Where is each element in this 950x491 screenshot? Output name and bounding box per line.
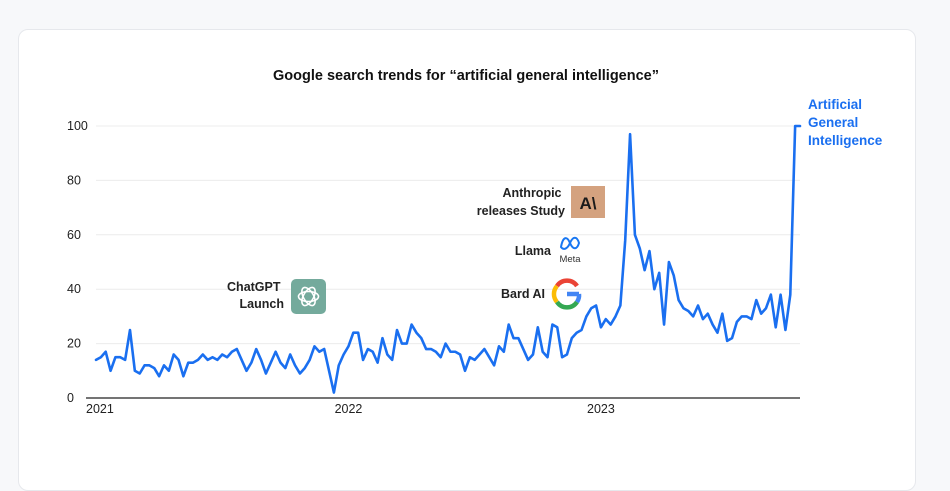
annotation-llama: Llama Meta <box>515 236 581 265</box>
series-end-label-line: General <box>808 115 858 130</box>
svg-text:Meta: Meta <box>559 254 581 265</box>
y-axis-ticks: 0 20 40 60 80 100 <box>67 119 88 405</box>
meta-logo-icon: Meta <box>559 236 581 265</box>
series-end-label-line: Artificial <box>808 97 862 112</box>
y-tick-label: 80 <box>67 173 81 187</box>
line-chart: Google search trends for “artificial gen… <box>67 68 883 416</box>
y-tick-label: 60 <box>67 228 81 242</box>
x-tick-label: 2021 <box>86 402 114 416</box>
y-tick-label: 100 <box>67 119 88 133</box>
annotation-label: Bard AI <box>501 287 545 301</box>
annotation-label: ChatGPT Launch <box>227 280 284 311</box>
y-tick-label: 40 <box>67 282 81 296</box>
series-line <box>94 124 802 394</box>
grid-lines <box>86 125 800 399</box>
y-tick-label: 0 <box>67 391 74 405</box>
svg-text:A\: A\ <box>580 194 597 213</box>
google-logo-icon <box>551 278 582 310</box>
x-tick-label: 2022 <box>335 402 363 416</box>
openai-logo-icon <box>291 279 326 314</box>
annotation-chatgpt: ChatGPT Launch <box>227 279 326 314</box>
annotation-bard: Bard AI <box>501 278 582 310</box>
x-tick-label: 2023 <box>587 402 615 416</box>
chart-title: Google search trends for “artificial gen… <box>273 68 659 84</box>
annotation-label: Anthropic releases Study <box>477 186 565 218</box>
series-end-label-line: Intelligence <box>808 133 883 148</box>
x-axis-ticks: 2021 2022 2023 <box>86 402 615 416</box>
y-tick-label: 20 <box>67 337 81 351</box>
series-end-label: Artificial General Intelligence <box>808 97 883 148</box>
annotation-anthropic: Anthropic releases Study A\ <box>477 186 605 218</box>
anthropic-logo-icon: A\ <box>571 186 605 218</box>
annotation-label: Llama <box>515 244 552 258</box>
chart-card <box>18 29 916 491</box>
